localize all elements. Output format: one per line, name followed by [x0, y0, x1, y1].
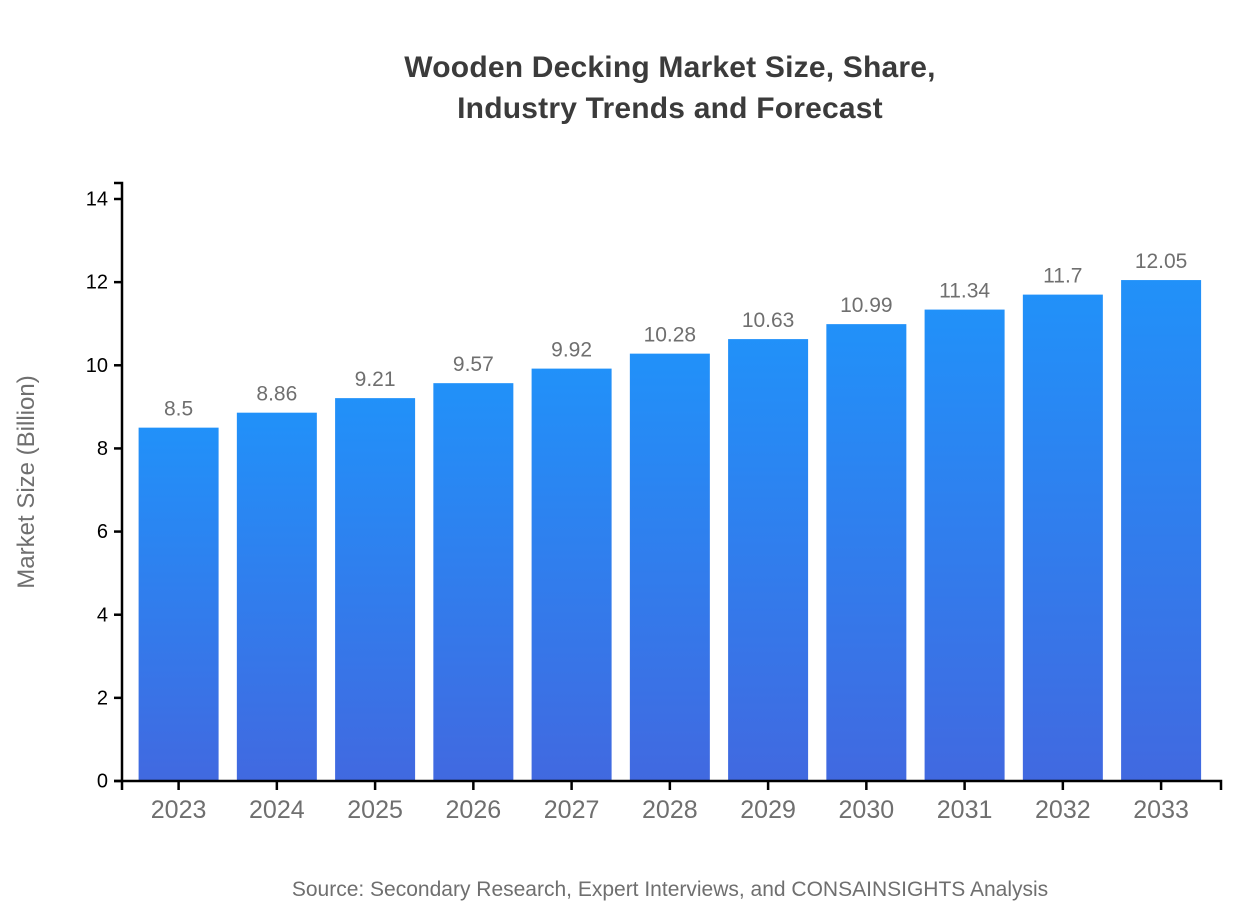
y-axis-title: Market Size (Billion): [13, 375, 40, 588]
x-tick-label: 2029: [740, 796, 796, 824]
bar-value-label: 9.92: [551, 339, 592, 362]
bar: [531, 368, 612, 781]
bar: [728, 339, 809, 781]
y-tick-label: 8: [97, 438, 108, 460]
source-note: Source: Secondary Research, Expert Inter…: [291, 878, 1049, 901]
bar: [924, 309, 1005, 781]
bar: [335, 398, 416, 781]
y-tick-label: 14: [86, 189, 108, 211]
y-tick-label: 0: [97, 771, 108, 793]
x-tick-label: 2030: [839, 796, 895, 824]
y-tick-label: 4: [97, 604, 108, 626]
x-tick-label: 2027: [544, 796, 600, 824]
bar-value-label: 8.5: [164, 398, 193, 421]
y-tick-label: 12: [86, 272, 108, 294]
bar: [138, 427, 219, 781]
x-tick-label: 2026: [446, 796, 502, 824]
chart-title-line2: Industry Trends and Forecast: [457, 92, 883, 125]
bar: [629, 353, 710, 781]
bar: [1022, 294, 1103, 781]
y-tick-label: 2: [97, 687, 108, 709]
chart-title-line1: Wooden Decking Market Size, Share,: [404, 51, 936, 84]
x-tick-label: 2023: [151, 796, 207, 824]
y-tick-label: 10: [86, 355, 108, 377]
bar-value-label: 9.21: [355, 368, 396, 391]
bar: [433, 383, 514, 781]
x-tick-label: 2033: [1133, 796, 1189, 824]
x-tick-label: 2025: [347, 796, 403, 824]
x-tick-label: 2031: [937, 796, 993, 824]
bar: [236, 412, 317, 781]
x-tick-label: 2024: [249, 796, 305, 824]
x-tick-label: 2028: [642, 796, 698, 824]
chart-title: Wooden Decking Market Size, Share, Indus…: [90, 47, 1250, 129]
y-axis-line: [114, 181, 124, 783]
y-tick-label: 6: [97, 521, 108, 543]
bar: [826, 324, 907, 781]
x-axis-line: [120, 779, 1223, 790]
bar-value-label: 12.05: [1135, 250, 1188, 273]
bar-value-label: 11.34: [939, 280, 990, 303]
bar-value-label: 9.57: [453, 353, 494, 376]
bar-value-label: 10.28: [644, 324, 697, 347]
bar: [1121, 280, 1202, 781]
bar-value-label: 11.7: [1043, 265, 1082, 288]
bar-value-label: 10.63: [742, 309, 795, 332]
bar-value-label: 10.99: [840, 294, 893, 317]
x-tick-label: 2032: [1035, 796, 1091, 824]
bar-value-label: 8.86: [256, 383, 297, 406]
